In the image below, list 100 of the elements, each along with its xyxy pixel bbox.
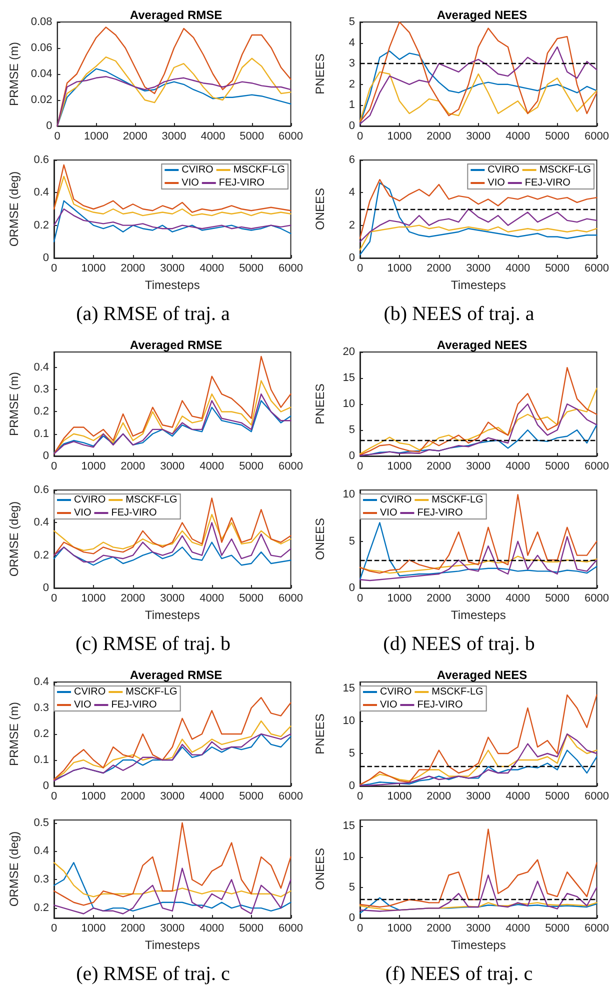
- y-tick-label: 0: [348, 252, 355, 264]
- legend-label: VIO: [380, 700, 398, 710]
- y-tick-label: 10: [342, 398, 355, 410]
- y-axis-title: PNEES: [313, 384, 327, 424]
- x-axis-title: Timesteps: [144, 278, 200, 292]
- y-axis-title: ORMSE (deg): [7, 171, 21, 247]
- y-axis-title: PNEES: [313, 54, 327, 94]
- line-series: [359, 828, 598, 908]
- y-tick-label: 6: [348, 154, 355, 166]
- y-tick-label: 5: [348, 424, 355, 436]
- y-tick-label: 0: [42, 450, 49, 462]
- x-tick-label: 1000: [387, 262, 412, 274]
- x-tick-label: 1000: [84, 130, 108, 142]
- line-series: [53, 697, 292, 780]
- x-tick-label: 1000: [81, 460, 106, 472]
- line-series: [53, 542, 292, 566]
- x-tick-label: 3000: [466, 130, 491, 142]
- y-tick-label: 2: [348, 219, 355, 232]
- x-tick-label: 6000: [278, 460, 304, 472]
- x-tick-label: 4000: [506, 130, 530, 142]
- x-tick-label: 6000: [584, 130, 610, 142]
- x-tick-label: 4000: [506, 460, 530, 472]
- line-series: [359, 556, 598, 574]
- line-series: [53, 200, 292, 242]
- line-series: [53, 868, 292, 914]
- y-tick-label: 0: [46, 120, 52, 132]
- y-tick-label: 0: [42, 582, 49, 594]
- legend-label: FEJ-VIRO: [417, 700, 464, 710]
- y-tick-label: 5: [348, 881, 355, 894]
- y-tick-label: 4: [348, 186, 355, 199]
- x-tick-label: 3000: [466, 790, 491, 802]
- x-axis-title: Timesteps: [144, 938, 200, 952]
- y-tick-label: 0.4: [34, 845, 49, 858]
- line-series: [53, 208, 292, 230]
- x-tick-label: 0: [356, 790, 364, 802]
- line-series: [359, 494, 598, 574]
- x-tick-label: 3000: [162, 130, 186, 142]
- legend-label: CVIRO: [74, 686, 106, 698]
- x-tick-label: 2000: [426, 460, 452, 472]
- x-tick-label: 5000: [240, 130, 264, 142]
- y-tick-label: 0: [348, 912, 355, 924]
- legend-label: MSCKF-LG: [432, 494, 484, 506]
- y-tick-label: 0: [348, 780, 355, 792]
- x-tick-label: 6000: [278, 130, 304, 142]
- y-axis-title: ORMSE (deg): [7, 831, 21, 907]
- x-tick-label: 5000: [239, 262, 264, 274]
- x-tick-label: 2000: [426, 262, 452, 274]
- x-tick-label: 2000: [120, 790, 146, 802]
- y-tick-label: 0.2: [34, 549, 49, 562]
- legend-label: FEJ-VIRO: [111, 508, 158, 518]
- y-tick-label: 0.1: [34, 754, 49, 766]
- x-tick-label: 3000: [466, 460, 491, 472]
- x-tick-label: 1000: [387, 130, 412, 142]
- x-tick-label: 3000: [160, 460, 185, 472]
- legend-label: FEJ-VIRO: [417, 508, 464, 518]
- text: (f) NEES of traj. c: [385, 963, 533, 985]
- x-tick-label: 6000: [584, 922, 610, 934]
- y-tick-label: 3: [348, 58, 355, 70]
- x-tick-label: 4000: [200, 460, 224, 472]
- x-axis-title: Timesteps: [450, 938, 506, 952]
- y-tick-label: 10: [342, 715, 355, 727]
- x-tick-label: 1000: [81, 592, 106, 604]
- text: (e) RMSE of traj. c: [76, 963, 230, 985]
- y-tick-label: 0.2: [34, 219, 49, 232]
- x-tick-label: 1000: [387, 790, 412, 802]
- x-tick-label: 6000: [584, 790, 610, 802]
- x-tick-label: 6000: [584, 262, 610, 274]
- legend-label: CVIRO: [380, 494, 412, 506]
- y-tick-label: 0: [348, 450, 355, 462]
- line-series: [359, 71, 598, 122]
- legend-label: CVIRO: [380, 686, 412, 698]
- x-tick-label: 6000: [584, 592, 610, 604]
- y-tick-label: 0.3: [34, 384, 49, 396]
- x-tick-label: 2000: [426, 922, 452, 934]
- x-axis-title: Timesteps: [450, 278, 506, 292]
- x-axis-title: Timesteps: [450, 608, 506, 622]
- x-tick-label: 3000: [160, 592, 185, 604]
- y-tick-label: 4: [348, 36, 355, 49]
- x-tick-label: 1000: [81, 922, 106, 934]
- y-axis-title: ORMSE (deg): [7, 501, 21, 577]
- legend-label: VIO: [488, 178, 506, 188]
- x-tick-label: 5000: [239, 592, 264, 604]
- legend-label: VIO: [182, 178, 200, 188]
- chart-title: Averaged NEES: [436, 668, 528, 682]
- x-tick-label: 2000: [120, 922, 146, 934]
- y-tick-label: 0.6: [34, 154, 49, 166]
- y-tick-label: 0.4: [34, 186, 49, 199]
- legend-label: VIO: [380, 508, 398, 518]
- y-axis-title: PRMSE (m): [7, 702, 21, 766]
- y-tick-label: 0: [42, 252, 49, 264]
- line-series: [359, 179, 598, 239]
- x-tick-label: 2000: [426, 790, 452, 802]
- x-tick-label: 4000: [200, 790, 224, 802]
- y-axis-title: PNEES: [313, 714, 327, 754]
- x-tick-label: 0: [356, 922, 364, 934]
- x-tick-label: 0: [356, 592, 364, 604]
- x-axis-title: Timesteps: [144, 608, 200, 622]
- text: (d) NEES of traj. b: [383, 633, 535, 655]
- legend-label: CVIRO: [488, 164, 520, 176]
- line-series: [53, 862, 292, 898]
